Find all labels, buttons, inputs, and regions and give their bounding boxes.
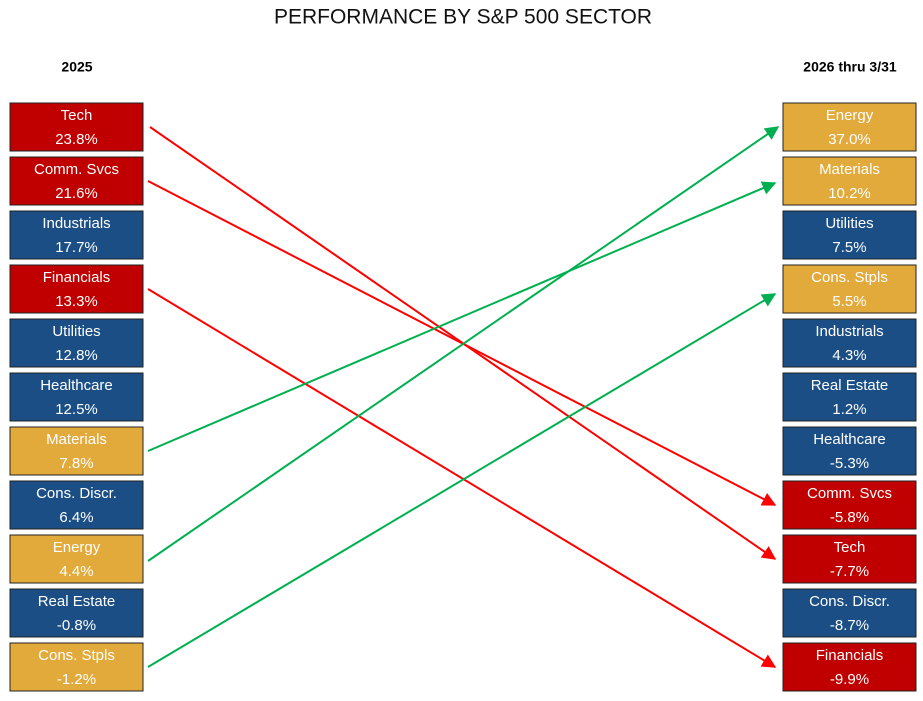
sector-return: 21.6%: [55, 185, 98, 202]
sector-return: 6.4%: [59, 509, 93, 526]
sector-box: [782, 210, 917, 260]
sector-name: Cons. Stpls: [811, 269, 888, 286]
sector-box: [9, 372, 144, 422]
sector-box: [782, 318, 917, 368]
sector-return: 1.2%: [832, 401, 866, 418]
sector-name: Comm. Svcs: [807, 485, 892, 502]
sector-box: [782, 264, 917, 314]
sector-name: Financials: [43, 269, 111, 286]
sector-return: 7.8%: [59, 455, 93, 472]
sector-name: Tech: [834, 539, 866, 556]
sector-name: Real Estate: [38, 593, 116, 610]
arrow: [147, 181, 777, 452]
sector-return: -7.7%: [830, 563, 869, 580]
sector-name: Industrials: [815, 323, 883, 340]
arrow: [147, 293, 777, 668]
sector-box: [9, 210, 144, 260]
sector-box: [9, 588, 144, 638]
sector-name: Energy: [826, 107, 874, 124]
sector-name: Real Estate: [811, 377, 889, 394]
sector-box: [9, 318, 144, 368]
sector-name: Cons. Discr.: [809, 593, 890, 610]
sector-name: Materials: [46, 431, 107, 448]
sector-box: [782, 480, 917, 530]
sector-box: [9, 426, 144, 476]
sector-return: -5.8%: [830, 509, 869, 526]
sector-name: Healthcare: [813, 431, 886, 448]
sector-box: [782, 372, 917, 422]
sector-return: 17.7%: [55, 239, 98, 256]
sector-name: Healthcare: [40, 377, 113, 394]
sector-return: 13.3%: [55, 293, 98, 310]
sector-return: 23.8%: [55, 131, 98, 148]
right-header: 2026 thru 3/31: [803, 59, 897, 75]
sector-name: Cons. Discr.: [36, 485, 117, 502]
sector-box: [9, 156, 144, 206]
sector-return: 10.2%: [828, 185, 871, 202]
sector-return: 4.4%: [59, 563, 93, 580]
sector-box: [782, 534, 917, 584]
sector-return: 5.5%: [832, 293, 866, 310]
sector-box: [782, 156, 917, 206]
title: PERFORMANCE BY S&P 500 SECTOR: [274, 6, 652, 29]
sector-box: [9, 534, 144, 584]
arrow: [147, 180, 777, 506]
sector-name: Comm. Svcs: [34, 161, 119, 178]
sector-return: -1.2%: [57, 671, 96, 688]
sector-box: [9, 264, 144, 314]
sector-return: 7.5%: [832, 239, 866, 256]
sector-box: [9, 642, 144, 692]
sector-return: 37.0%: [828, 131, 871, 148]
sector-name: Industrials: [42, 215, 110, 232]
arrow: [147, 126, 780, 562]
sector-name: Materials: [819, 161, 880, 178]
sector-box: [782, 642, 917, 692]
sector-box: [782, 102, 917, 152]
sector-name: Tech: [61, 107, 93, 124]
sector-return: 12.8%: [55, 347, 98, 364]
sector-return: 12.5%: [55, 401, 98, 418]
sector-return: -0.8%: [57, 617, 96, 634]
sector-return: -9.9%: [830, 671, 869, 688]
sector-box: [9, 102, 144, 152]
sector-name: Utilities: [52, 323, 100, 340]
sector-return: -8.7%: [830, 617, 869, 634]
left-header: 2025: [61, 59, 92, 75]
sector-box: [782, 588, 917, 638]
sector-return: -5.3%: [830, 455, 869, 472]
sector-box: [9, 480, 144, 530]
sector-name: Financials: [816, 647, 884, 664]
sector-return: 4.3%: [832, 347, 866, 364]
sector-box: [782, 426, 917, 476]
sector-name: Utilities: [825, 215, 873, 232]
arrow: [147, 288, 777, 668]
sector-name: Cons. Stpls: [38, 647, 115, 664]
sector-name: Energy: [53, 539, 101, 556]
